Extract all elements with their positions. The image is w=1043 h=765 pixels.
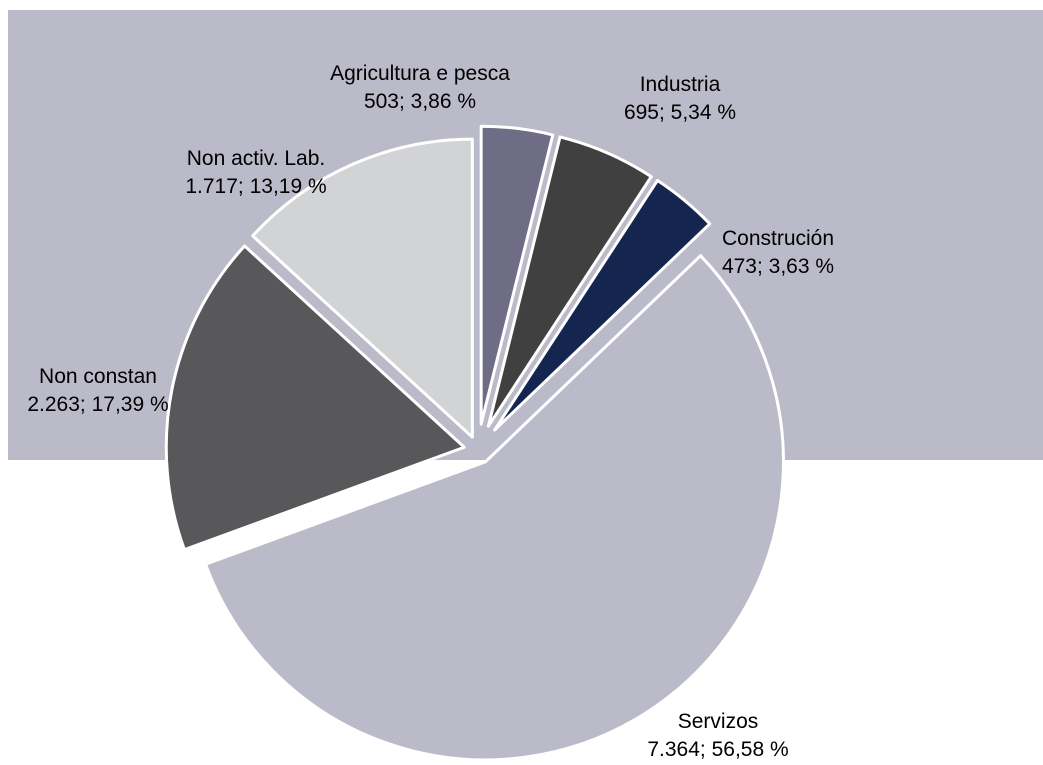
pie-slice-2 (493, 178, 712, 432)
slice-label-2: Construción (722, 227, 834, 250)
slice-value-label-5: 1.717; 13,19 % (185, 175, 326, 198)
pie-slice-5 (251, 137, 474, 439)
pie-slice-4 (164, 244, 466, 552)
slice-label-1: Industria (640, 73, 721, 96)
slice-label-3: Servizos (678, 710, 759, 733)
slice-value-label-4: 2.263; 17,39 % (27, 393, 168, 416)
pie-slice-3 (204, 254, 785, 762)
slice-group (164, 124, 785, 762)
slice-value-label-3: 7.364; 56,58 % (647, 738, 788, 760)
slice-label-4: Non constan (39, 365, 157, 388)
slice-label-5: Non activ. Lab. (187, 147, 326, 170)
slice-value-label-2: 473; 3,63 % (722, 255, 834, 278)
slice-value-label-0: 503; 3,86 % (364, 90, 476, 113)
label-group: Agricultura e pesca 503; 3,86 % Industria 6… (27, 62, 834, 761)
slice-label-0: Agricultura e pesca (330, 62, 510, 85)
slice-value-label-1: 695; 5,34 % (624, 101, 736, 124)
pie-slice-1 (486, 135, 653, 428)
pie-slice-0 (479, 124, 555, 426)
